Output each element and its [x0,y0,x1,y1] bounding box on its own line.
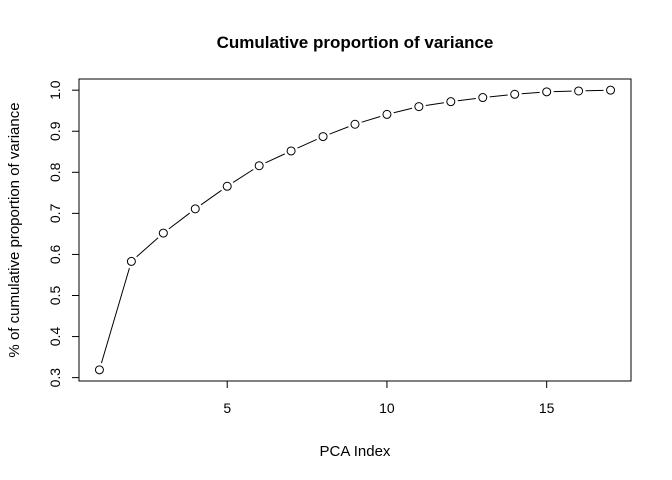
data-point [126,256,136,266]
y-tick-label: 0.4 [47,327,63,347]
data-point [318,132,328,142]
x-axis: 5 10 15 [223,380,555,416]
y-tick-label: 0.3 [47,368,63,388]
series-line-segment [329,126,349,135]
series-line-segment [489,94,508,98]
series-line-segment [521,91,540,95]
series-line-segment [425,102,444,107]
data-point [382,109,392,119]
data-point [446,97,456,107]
data-point [414,102,424,112]
series-line-segment [168,212,191,230]
y-tick-label: 0.9 [47,121,63,141]
y-tick-label: 1.0 [47,80,63,100]
series-line-segment [265,153,285,164]
series-line-segment [232,169,254,183]
chart-title: Cumulative proportion of variance [217,33,494,52]
data-point [286,146,296,156]
data-point [606,85,616,95]
data-point [478,93,488,103]
data-point [574,86,584,96]
series-line-segment [457,97,476,102]
series-line-segment [200,189,222,206]
x-tick-label: 5 [223,400,231,416]
x-tick-label: 15 [539,400,555,416]
x-tick-label: 10 [379,400,395,416]
series-line-segment [100,267,130,364]
data-point [190,204,200,214]
data-point [542,87,552,97]
y-axis-label: % of cumulative proportion of variance [6,102,23,357]
y-tick-label: 0.7 [47,203,63,223]
series-line-segment [361,115,381,123]
y-axis: 0.3 0.4 0.5 0.6 0.7 0.8 0.9 1.0 [47,80,80,388]
data-point [254,161,264,171]
series-line-segment [393,107,413,114]
data-point [510,89,520,99]
series-line-segment [297,138,317,149]
data-point [158,228,168,238]
y-tick-label: 0.8 [47,162,63,182]
x-axis-label: PCA Index [320,443,391,460]
data-point [222,181,232,191]
y-tick-label: 0.6 [47,244,63,264]
y-tick-label: 0.5 [47,286,63,306]
series-cumulative-variance [94,85,616,375]
data-point [94,365,104,375]
series-line-segment [136,237,159,258]
data-point [350,119,360,129]
